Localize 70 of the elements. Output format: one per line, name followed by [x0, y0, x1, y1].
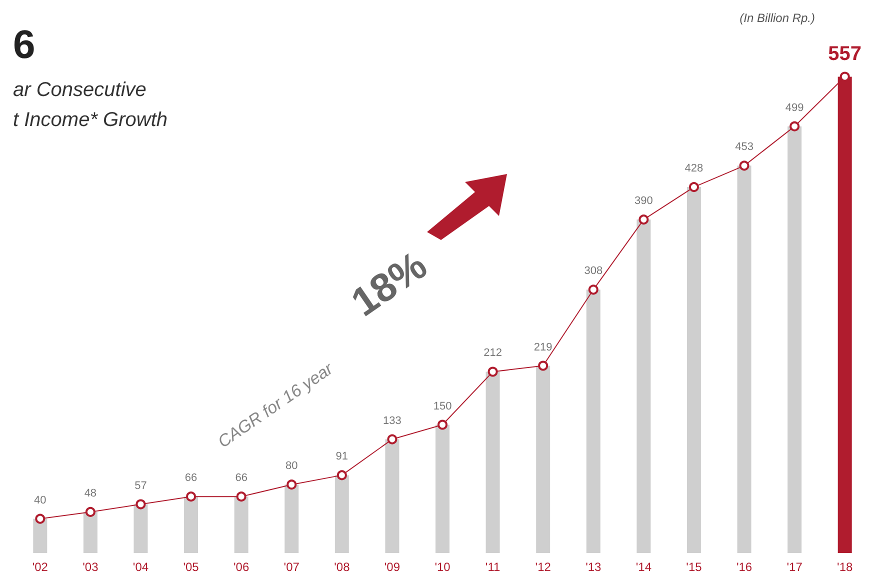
text: ar Consecutive t Income* Growth	[13, 79, 168, 131]
point	[538, 360, 548, 371]
x-tick-label: '12	[535, 560, 552, 574]
x-tick-label: '02	[32, 560, 48, 574]
x-tick-label: '13	[586, 560, 602, 574]
x-tick-label: '18	[837, 560, 853, 574]
point	[638, 214, 649, 225]
x-tick-label: '08	[334, 560, 350, 574]
data-label: 212	[484, 347, 502, 360]
data-label: 428	[684, 162, 704, 175]
x-tick-label: '04	[132, 560, 149, 574]
point	[136, 499, 146, 510]
bar	[284, 484, 299, 553]
data-label: 499	[785, 102, 804, 114]
bar	[184, 496, 198, 553]
bar	[737, 166, 752, 553]
point	[286, 480, 297, 490]
point	[688, 182, 699, 192]
data-label: 133	[383, 414, 402, 427]
data-label: 66	[184, 472, 198, 484]
data-label: 57	[134, 480, 147, 492]
data-label: 453	[735, 141, 754, 154]
point	[739, 160, 750, 171]
point	[85, 506, 96, 517]
bar	[83, 512, 98, 553]
point	[588, 284, 598, 295]
x-tick-label: '07	[284, 560, 300, 574]
x-tick-label: '15	[686, 560, 702, 574]
text: (In Billion Rp.)	[740, 11, 816, 25]
bar	[436, 424, 450, 553]
data-label: 219	[534, 341, 552, 354]
x-tick-label: '16	[736, 560, 752, 574]
x-tick-label: '03	[82, 560, 99, 574]
point	[186, 492, 196, 502]
bar	[686, 187, 701, 553]
point	[236, 492, 246, 502]
point	[35, 514, 46, 524]
bar	[334, 475, 349, 553]
bar	[536, 366, 550, 553]
point	[387, 434, 398, 444]
bar	[234, 496, 248, 553]
x-tick-label: '10	[434, 560, 451, 574]
bar	[385, 439, 400, 553]
data-label: 308	[584, 265, 603, 278]
data-label: 557	[828, 42, 862, 65]
point	[790, 121, 800, 132]
bar	[586, 290, 600, 553]
x-tick-label: '09	[384, 560, 400, 574]
point	[336, 470, 347, 480]
bar	[486, 372, 500, 553]
annotation: 18%	[344, 243, 435, 326]
bar	[636, 220, 651, 553]
data-label: 40	[34, 494, 46, 506]
point	[488, 366, 498, 377]
x-tick-label: '17	[786, 560, 803, 574]
data-label: 390	[634, 195, 653, 208]
data-label: 91	[336, 450, 348, 463]
x-tick-label: '06	[234, 560, 250, 574]
chart-title: 6	[13, 23, 36, 67]
data-label: 48	[84, 487, 97, 500]
x-tick-label: '05	[183, 560, 200, 574]
x-tick-label: '11	[485, 560, 500, 574]
x-tick-label: '14	[636, 560, 652, 574]
bar	[788, 126, 802, 553]
bar	[134, 504, 148, 553]
bar	[33, 518, 48, 553]
data-label: 150	[433, 400, 452, 412]
data-label: 66	[235, 472, 248, 484]
point	[438, 420, 448, 430]
data-label: 80	[285, 460, 298, 472]
